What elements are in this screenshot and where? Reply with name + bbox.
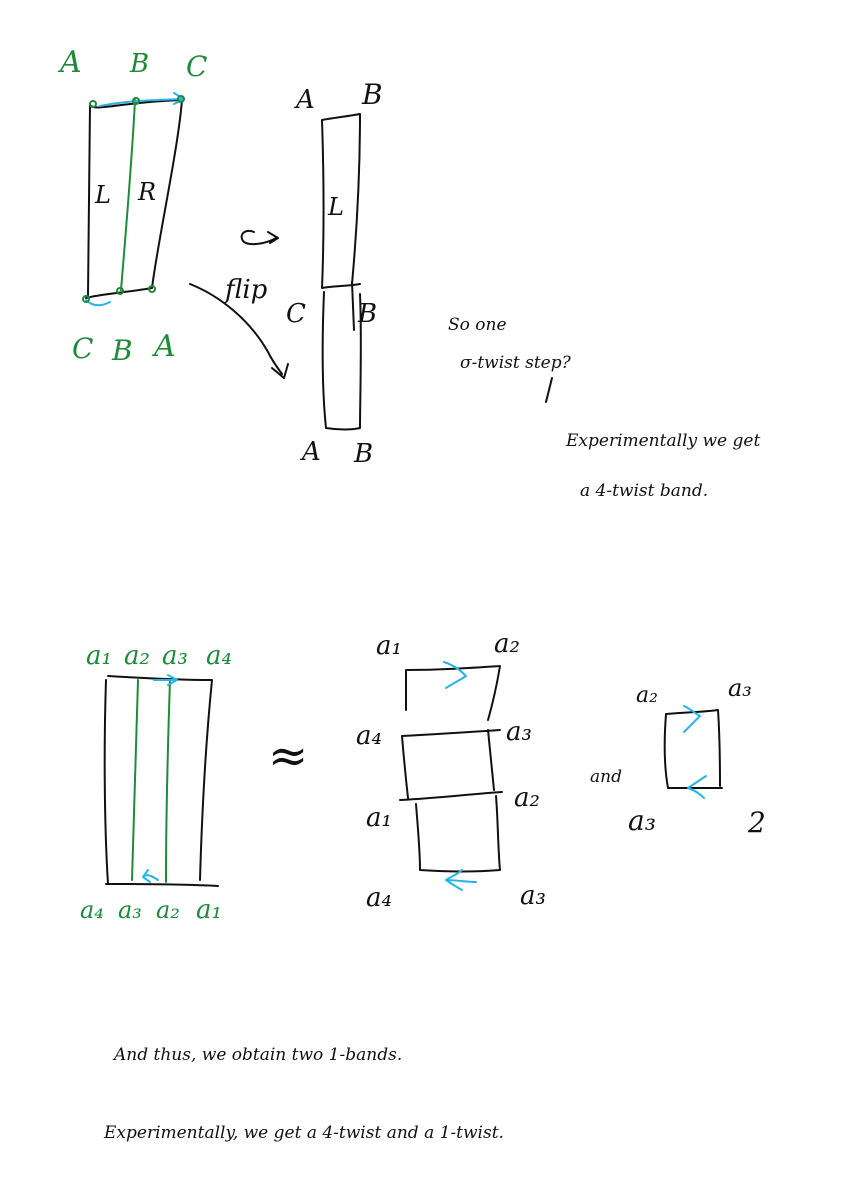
- fig3-bot-a2: a₂: [156, 896, 180, 924]
- footer-notes: And thus, we obtain two 1-bands. Experim…: [103, 1045, 504, 1143]
- fig2-label-B-mid: B: [357, 299, 377, 329]
- label-C-bottom: C: [72, 332, 93, 365]
- figure-band-a1-a4: a₁ a₂ a₃ a₄ a₄ a₃ a₂ a₁ ≈: [80, 641, 308, 925]
- flip-arrow: [189, 283, 289, 379]
- footer-line-2: Experimentally, we get a 4-twist and a 1…: [103, 1123, 504, 1143]
- fig4-a2-top: a₂: [494, 629, 520, 659]
- fig4-a2-mid: a₂: [514, 783, 540, 813]
- top-arrow: [99, 92, 185, 107]
- fig5-a3-bot: a₃: [628, 804, 656, 837]
- figure-flipped-band: A B L C B A B: [286, 78, 383, 469]
- bottom-arc: [85, 299, 111, 307]
- dot-top-right: [177, 95, 185, 103]
- fig3-green-line-2: [165, 679, 171, 883]
- fig4-band-1-arrow: [443, 661, 467, 689]
- label-B-top: B: [129, 49, 149, 79]
- fig5-two: 2: [747, 806, 766, 839]
- dot-top-left: [89, 100, 97, 108]
- band-outline: [85, 99, 183, 299]
- lower-band: [321, 281, 362, 431]
- fig3-bot-a4: a₄: [80, 896, 104, 924]
- label-L: L: [94, 181, 111, 209]
- label-R: R: [137, 178, 156, 206]
- fig5-bottom-arrow: [687, 775, 707, 799]
- footer-line-1: And thus, we obtain two 1-bands.: [112, 1045, 402, 1065]
- fig3-green-line-1: [131, 679, 139, 881]
- fig4-band-2: [399, 729, 503, 801]
- fig3-top-arrow: [153, 674, 178, 686]
- note-pointer-line: [545, 377, 553, 403]
- note-experimental-1: Experimentally we get: [565, 431, 760, 451]
- dot-top-mid: [132, 97, 140, 105]
- flip-label: flip: [223, 275, 268, 305]
- figure-stacked-bands: a₁ a₂ a₄ a₃ a₁ a₂ a₄ a₃: [356, 629, 546, 913]
- label-A-bottom: A: [151, 329, 176, 364]
- fig3-bot-a3: a₃: [118, 896, 142, 924]
- fig2-label-A-bottom: A: [300, 437, 321, 467]
- band-center-line: [120, 99, 136, 291]
- fig2-label-B-top: B: [361, 78, 383, 111]
- fig4-a3-mid: a₃: [506, 717, 532, 747]
- fig4-a4-bot: a₄: [366, 883, 392, 913]
- fig3-bottom-arrow: [142, 869, 159, 883]
- fig5-and-label: and: [590, 767, 622, 787]
- fig3-top-a1: a₁: [86, 641, 112, 671]
- fig5-band-outline: [663, 709, 723, 789]
- note-question-2: σ-twist step?: [460, 353, 572, 373]
- fig2-label-B-bottom: B: [353, 439, 373, 469]
- fig5-a2: a₂: [636, 683, 658, 708]
- fig4-a1-mid: a₁: [366, 803, 392, 833]
- flip-rotate-icon: [240, 230, 279, 246]
- fig2-label-L: L: [327, 193, 344, 221]
- fig2-label-C-mid: C: [286, 299, 306, 329]
- fig4-a3-bot: a₃: [520, 881, 546, 911]
- fig5-a3-top: a₃: [728, 674, 752, 702]
- fig3-top-a3: a₃: [162, 641, 188, 671]
- label-A-top: A: [57, 45, 82, 80]
- fig2-label-A-top: A: [294, 85, 315, 115]
- dot-bottom-mid: [116, 287, 124, 295]
- fig4-band-1: [405, 665, 501, 721]
- figure-small-band: a₂ a₃ and a₃ 2: [590, 674, 766, 839]
- note-experimental-2: a 4-twist band.: [580, 481, 708, 501]
- notes-block: So one σ-twist step? Experimentally we g…: [448, 315, 760, 501]
- label-B-bottom: B: [111, 334, 133, 367]
- dot-bottom-right: [148, 285, 156, 293]
- fig3-top-a4: a₄: [206, 641, 232, 671]
- fig5-top-arrow: [683, 705, 701, 733]
- fig4-a4: a₄: [356, 721, 382, 751]
- fig4-a1-top: a₁: [376, 631, 402, 661]
- fig4-bottom-arrow: [445, 869, 477, 891]
- fig3-band-outline: [103, 675, 219, 887]
- upper-band: [321, 113, 361, 289]
- fig3-bot-a1: a₁: [196, 895, 222, 925]
- note-question-1: So one: [448, 315, 507, 335]
- fig3-top-a2: a₂: [124, 641, 150, 671]
- label-C-top: C: [186, 50, 207, 83]
- dot-bottom-left: [82, 295, 90, 303]
- fig4-band-3: [415, 795, 501, 873]
- approx-sign: ≈: [268, 728, 308, 784]
- figure-band-abc: A B C L R C B A flip: [57, 45, 289, 379]
